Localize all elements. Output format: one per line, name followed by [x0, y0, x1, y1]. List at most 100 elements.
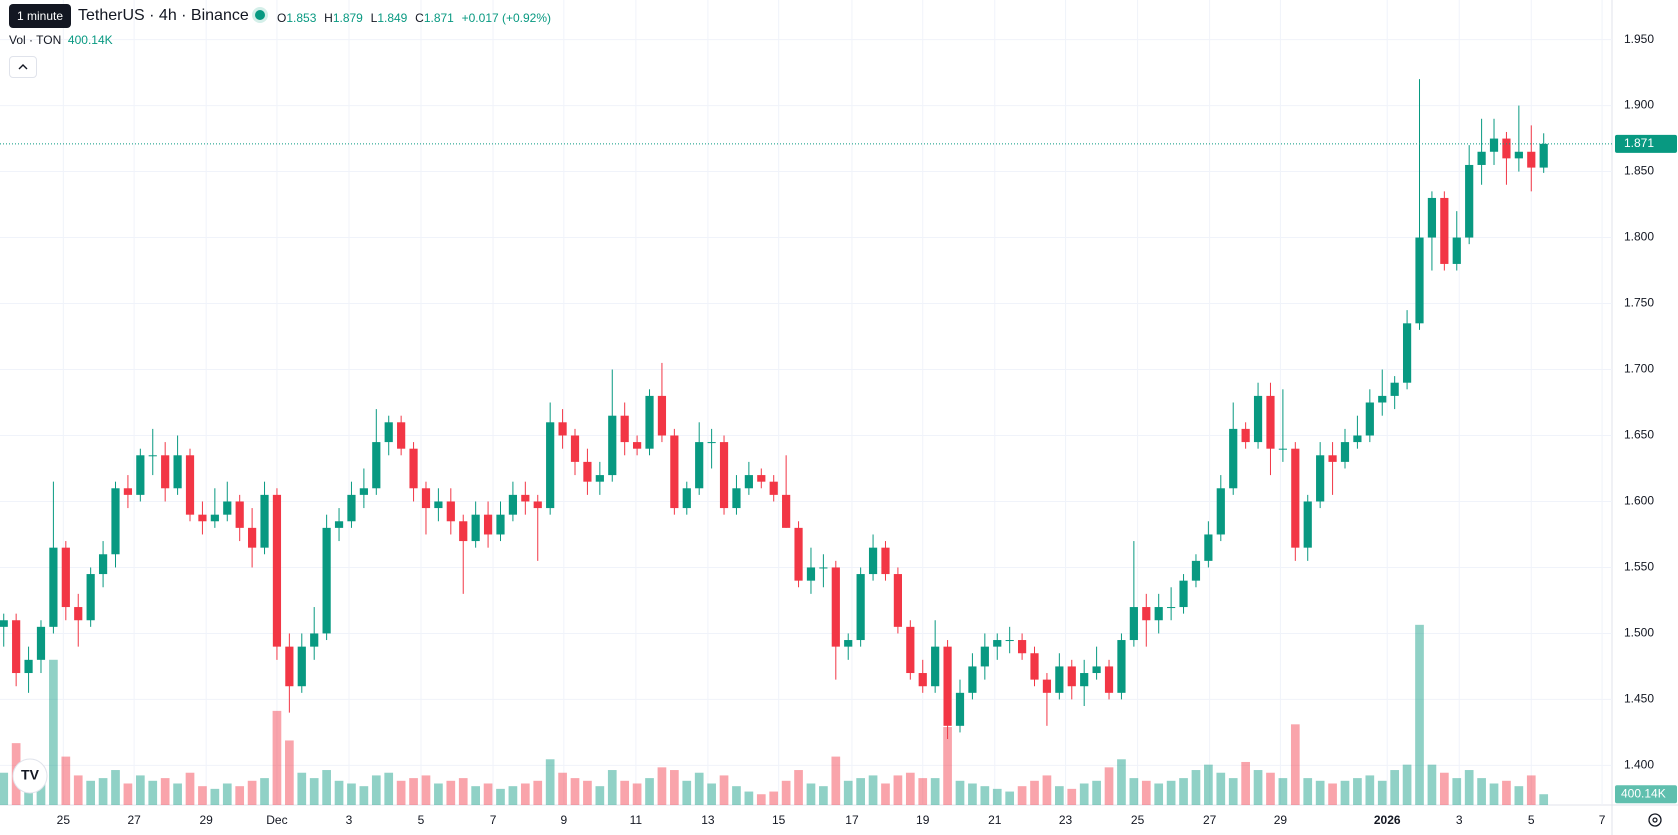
y-tick-label: 1.400 [1624, 758, 1654, 772]
volume-bar [185, 772, 195, 805]
volume-bar [61, 756, 71, 805]
volume-bar [545, 759, 555, 805]
volume-legend: Vol · TON 400.14K [9, 33, 113, 47]
collapse-button[interactable] [9, 56, 37, 78]
volume-bar [732, 786, 741, 805]
volume-bar [1154, 783, 1164, 805]
volume-bar [905, 772, 915, 805]
settings-icon[interactable] [1648, 813, 1662, 827]
volume-bar [309, 778, 319, 805]
volume-bar [1017, 786, 1027, 805]
candle-body [1017, 640, 1027, 654]
volume-bar [1253, 770, 1263, 805]
volume-bar [1390, 770, 1400, 805]
x-tick-label: 3 [346, 813, 353, 827]
candle-body [657, 395, 667, 436]
candle-body [893, 574, 902, 627]
candle-body [1427, 197, 1437, 238]
volume-bar [98, 778, 108, 805]
volume-bar [148, 780, 158, 805]
volume-bar [694, 772, 704, 805]
volume-bar [1526, 775, 1536, 805]
grid [0, 0, 1612, 805]
logo[interactable] [12, 758, 48, 794]
candle-body [409, 448, 418, 489]
x-tick-label: 7 [490, 813, 497, 827]
candle-body [1042, 679, 1052, 693]
y-tick-label: 1.550 [1624, 560, 1654, 574]
candle-body [633, 442, 642, 449]
x-tick-label: 19 [916, 813, 930, 827]
candle-body [1117, 640, 1126, 693]
high-label: H [324, 11, 333, 25]
volume-pane [0, 624, 1549, 805]
candle-body [732, 488, 741, 509]
candle-body [782, 494, 791, 528]
volume-bar [260, 778, 269, 805]
volume-bar [744, 791, 754, 805]
volume-bar [1055, 786, 1064, 805]
candle-body [372, 442, 381, 489]
candle-body [806, 567, 816, 581]
x-tick-label: 23 [1059, 813, 1073, 827]
status-dot [255, 10, 265, 20]
volume-bar [1179, 778, 1188, 805]
volume-bar [1464, 770, 1474, 805]
volume-bar [1166, 780, 1176, 805]
candle-body [198, 514, 207, 522]
x-tick-label: 29 [1274, 813, 1288, 827]
volume-bar [247, 780, 257, 805]
volume-bar [756, 794, 766, 805]
candle-body [98, 554, 108, 575]
volume-bar [434, 783, 443, 805]
x-tick-label: 5 [1528, 813, 1535, 827]
candle-body [334, 521, 344, 528]
candle-body [1378, 395, 1387, 403]
candle-body [359, 488, 368, 495]
volume-bar [322, 770, 331, 805]
volume-bar [471, 786, 480, 805]
volume-bar [1204, 764, 1213, 805]
volume-bar [520, 783, 530, 805]
x-tick-label: Dec [266, 813, 287, 827]
volume-bar [595, 786, 605, 805]
candle-body [397, 422, 406, 449]
candle-body [285, 646, 294, 687]
volume-bar [1315, 780, 1325, 805]
volume-bar [632, 783, 642, 805]
candle-body [707, 442, 716, 444]
candle-body [508, 494, 518, 515]
candle-body [1241, 428, 1250, 443]
candle-body [955, 692, 965, 726]
candle-body [819, 567, 828, 569]
x-tick-label: 21 [988, 813, 1002, 827]
candle-body [645, 395, 654, 449]
volume-bar [1377, 780, 1387, 805]
volume-bar [1514, 786, 1524, 805]
change: +0.017 (+0.92%) [461, 11, 552, 25]
candle-body [1502, 138, 1511, 159]
candle-body [496, 514, 505, 535]
candle-body [1253, 395, 1263, 443]
candle-body [1104, 666, 1114, 693]
candle-body [36, 626, 46, 660]
candle-body [521, 494, 530, 502]
candle-body [322, 527, 331, 634]
candle-body [993, 640, 1002, 647]
volume-bar [173, 783, 182, 805]
volume-bar [396, 780, 406, 805]
volume-bar [558, 772, 567, 805]
volume-bar [968, 783, 977, 805]
volume-bar [409, 778, 418, 805]
x-tick-label: 3 [1456, 813, 1463, 827]
x-tick-label: 13 [701, 813, 715, 827]
x-tick-label: 27 [127, 813, 141, 827]
volume-bar [1402, 764, 1412, 805]
volume-bar [36, 778, 46, 805]
candle-body [1278, 448, 1287, 450]
candle-body [533, 501, 542, 509]
symbol[interactable]: TetherUS · 4h · Binance [78, 7, 249, 24]
candle-body [1390, 382, 1399, 396]
candle-body [1340, 442, 1350, 462]
